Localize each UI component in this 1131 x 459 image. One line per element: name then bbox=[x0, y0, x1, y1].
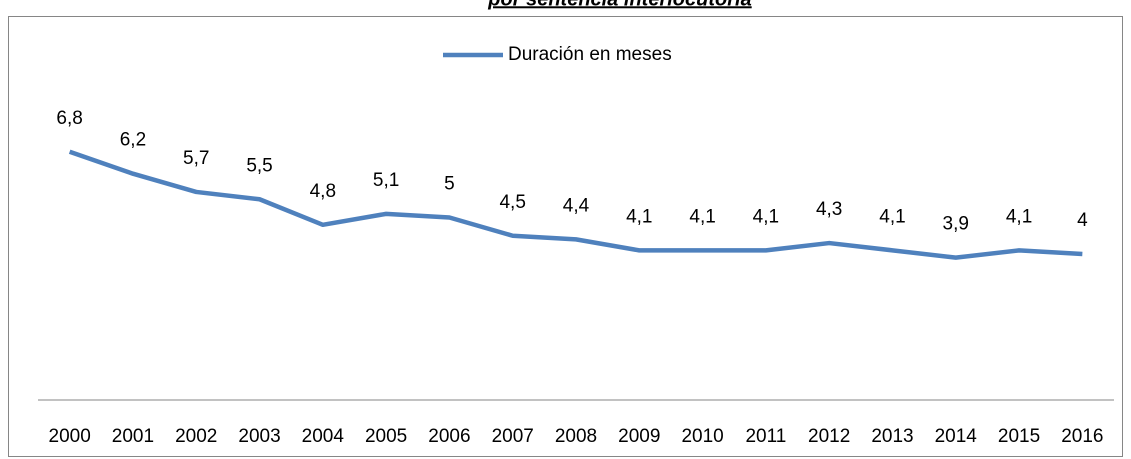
x-tick-label: 2016 bbox=[1061, 426, 1103, 447]
x-tick-label: 2004 bbox=[302, 426, 345, 447]
data-label: 5,1 bbox=[373, 170, 399, 191]
data-label: 4,8 bbox=[310, 181, 336, 202]
x-tick-label: 2013 bbox=[871, 426, 913, 447]
x-tick-label: 2005 bbox=[365, 426, 407, 447]
x-tick-label: 2008 bbox=[555, 426, 597, 447]
x-tick-label: 2012 bbox=[808, 426, 850, 447]
chart-border bbox=[8, 16, 1123, 457]
data-label: 3,9 bbox=[943, 214, 969, 235]
x-tick-label: 2002 bbox=[175, 426, 217, 447]
data-label: 5,7 bbox=[183, 148, 209, 169]
data-label: 4,4 bbox=[563, 195, 590, 216]
x-tick-label: 2011 bbox=[745, 426, 786, 447]
x-tick-label: 2007 bbox=[492, 426, 534, 447]
data-label: 4,5 bbox=[499, 192, 525, 213]
x-tick-label: 2014 bbox=[935, 426, 978, 447]
x-tick-label: 2000 bbox=[49, 426, 91, 447]
data-label: 4 bbox=[1077, 210, 1088, 231]
data-label: 5 bbox=[444, 174, 455, 195]
x-tick-label: 2001 bbox=[112, 426, 154, 447]
x-tick-label: 2006 bbox=[428, 426, 470, 447]
data-label: 6,2 bbox=[120, 130, 146, 151]
x-tick-label: 2015 bbox=[998, 426, 1040, 447]
data-label: 4,1 bbox=[626, 206, 652, 227]
data-label: 4,1 bbox=[753, 206, 779, 227]
x-tick-label: 2010 bbox=[681, 426, 723, 447]
line-series bbox=[68, 149, 1083, 260]
chart-title: por sentencia interlocutoria bbox=[487, 0, 751, 10]
data-label: 4,1 bbox=[689, 206, 715, 227]
data-label: 4,3 bbox=[816, 199, 842, 220]
data-label: 4,1 bbox=[879, 206, 905, 227]
legend-label: Duración en meses bbox=[508, 44, 672, 65]
data-label: 5,5 bbox=[246, 155, 272, 176]
data-label: 6,8 bbox=[56, 108, 82, 129]
x-tick-label: 2003 bbox=[238, 426, 280, 447]
x-tick-label: 2009 bbox=[618, 426, 660, 447]
data-label: 4,1 bbox=[1006, 206, 1032, 227]
